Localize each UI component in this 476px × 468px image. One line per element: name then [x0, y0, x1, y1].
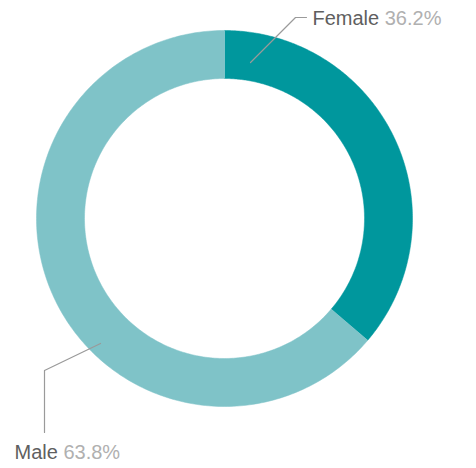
svg-text:36.2%: 36.2%: [385, 7, 442, 29]
svg-text:Female: Female: [313, 7, 380, 29]
svg-text:Male: Male: [15, 441, 58, 463]
svg-text:63.8%: 63.8%: [63, 441, 120, 463]
